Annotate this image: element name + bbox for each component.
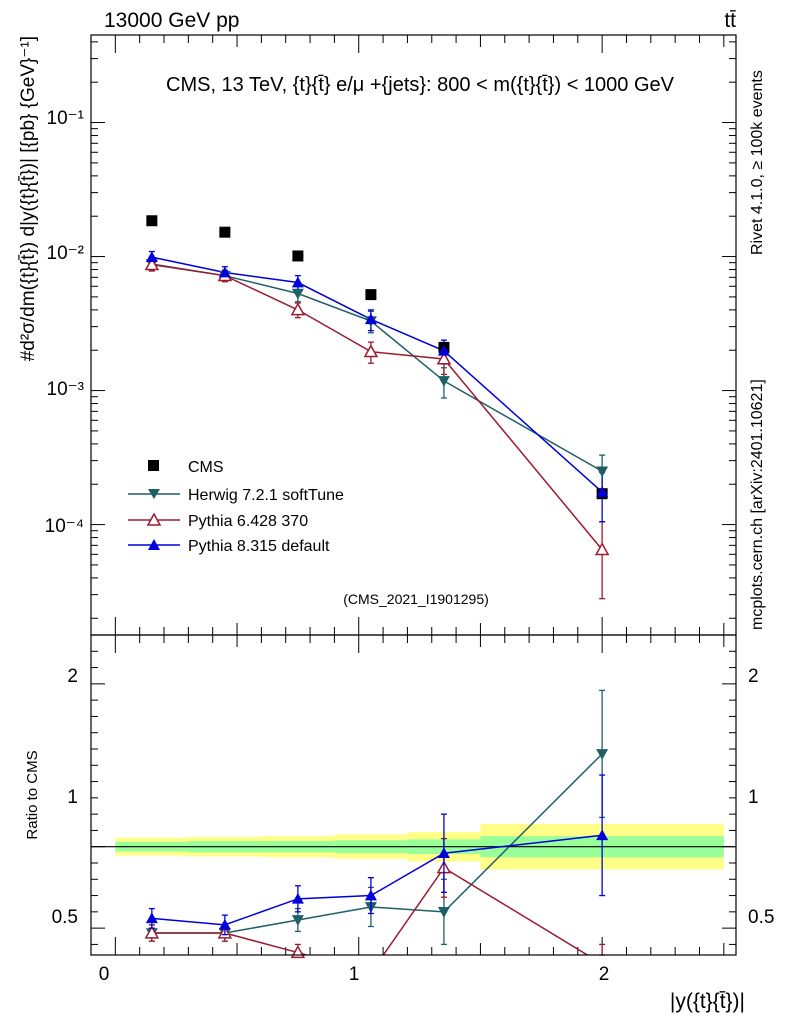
- ratio-uncertainty-bands: [91, 823, 736, 870]
- ratio-point-2: [145, 912, 158, 924]
- process-label: tt̄: [724, 9, 736, 32]
- ratio-y-tick-left-1: 1: [67, 787, 78, 808]
- series-point-1: [363, 344, 379, 358]
- series-point-1: [436, 351, 452, 365]
- series-point-0: [596, 466, 609, 478]
- ratio-panel: Ratio to CMS |y({t}{t̄})| 0.5 1 2 0.5 1 …: [24, 634, 774, 1013]
- mcplots-label: mcplots.cern.ch [arXiv:2401.10621]: [749, 379, 766, 630]
- series-point-0: [437, 376, 450, 387]
- cms-data-point: [292, 250, 304, 262]
- ratio-y-tick-right-0.5: 0.5: [748, 907, 774, 928]
- series-point-2: [145, 251, 158, 262]
- cms-data-point: [219, 226, 231, 238]
- series-point-2: [364, 313, 377, 325]
- y-tick-label-1e-4: 10⁻⁴: [45, 516, 84, 537]
- legend-marker-cms: [148, 460, 159, 471]
- series-line-2: [151, 256, 603, 493]
- series-point-1: [144, 257, 160, 271]
- legend: CMS Herwig 7.2.1 softTune Pythia 6.428 3…: [128, 459, 344, 555]
- cms-data-point: [365, 289, 377, 301]
- ratio-plot-frame: [90, 634, 737, 956]
- series-point-2: [437, 344, 450, 356]
- series-line-1: [151, 263, 603, 551]
- ratio-y-tick-right-2: 2: [748, 666, 759, 687]
- ratio-y-tick-left-0.5: 0.5: [52, 907, 78, 928]
- series-point-1: [594, 542, 610, 556]
- ratio-point-2: [596, 829, 609, 841]
- main-title: CMS, 13 TeV, {t}{t̄} e/μ +{jets}: 800 < …: [166, 74, 675, 96]
- legend-marker-pythia6: [146, 512, 162, 526]
- ratio-y-tick-right-1: 1: [748, 787, 759, 808]
- legend-label-herwig: Herwig 7.2.1 softTune: [188, 487, 344, 504]
- series-point-2: [291, 276, 304, 288]
- rivet-version-label: Rivet 4.1.0, ≥ 100k events: [749, 70, 766, 255]
- legend-label-cms: CMS: [188, 459, 224, 476]
- ratio-plot-marks: [144, 689, 609, 959]
- series-line-0: [151, 263, 603, 472]
- main-panel: CMS, 13 TeV, {t}{t̄} e/μ +{jets}: 800 < …: [18, 34, 737, 636]
- analysis-id-label: (CMS_2021_I1901295): [343, 591, 489, 607]
- energy-label: 13000 GeV pp: [104, 9, 239, 32]
- legend-marker-herwig: [148, 489, 160, 499]
- series-point-0: [291, 288, 304, 300]
- series-point-1: [290, 302, 306, 316]
- x-tick-label-0: 0: [99, 964, 110, 985]
- x-axis-label: |y({t}{t̄})|: [670, 990, 745, 1013]
- x-tick-label-2: 2: [599, 964, 610, 985]
- ratio-point-1: [144, 925, 160, 939]
- ratio-line-1: [151, 866, 589, 955]
- y-tick-label-1e-3: 10⁻³: [47, 379, 85, 400]
- legend-label-pythia8: Pythia 8.315 default: [188, 538, 330, 555]
- legend-marker-pythia8: [148, 539, 160, 550]
- ratio-point-2: [437, 847, 450, 859]
- cms-data-point: [146, 215, 158, 227]
- ratio-point-0: [437, 907, 450, 918]
- series-point-2: [596, 486, 609, 497]
- ratio-line-2: [151, 834, 603, 926]
- x-tick-label-1: 1: [349, 964, 360, 985]
- y-tick-label-1e-2: 10⁻²: [47, 243, 85, 264]
- main-plot-marks: [144, 215, 610, 600]
- ratio-y-tick-left-2: 2: [67, 666, 78, 687]
- y-axis-label: #d²σ/dm({t}{t̄}) d|y({t}{t̄})| [{pb} {Ge…: [18, 36, 39, 361]
- y-tick-label-1e-1: 10⁻¹: [47, 108, 85, 129]
- ratio-point-2: [218, 918, 231, 930]
- ratio-point-2: [291, 892, 304, 904]
- main-axis-ticks: [90, 35, 736, 635]
- ratio-axis-ticks: [90, 635, 736, 955]
- legend-label-pythia6: Pythia 6.428 370: [188, 513, 308, 530]
- ratio-point-0: [291, 915, 304, 926]
- series-point-2: [218, 266, 231, 278]
- ratio-point-2: [364, 889, 377, 901]
- ratio-point-0: [596, 749, 609, 760]
- ratio-y-axis-label: Ratio to CMS: [24, 750, 41, 839]
